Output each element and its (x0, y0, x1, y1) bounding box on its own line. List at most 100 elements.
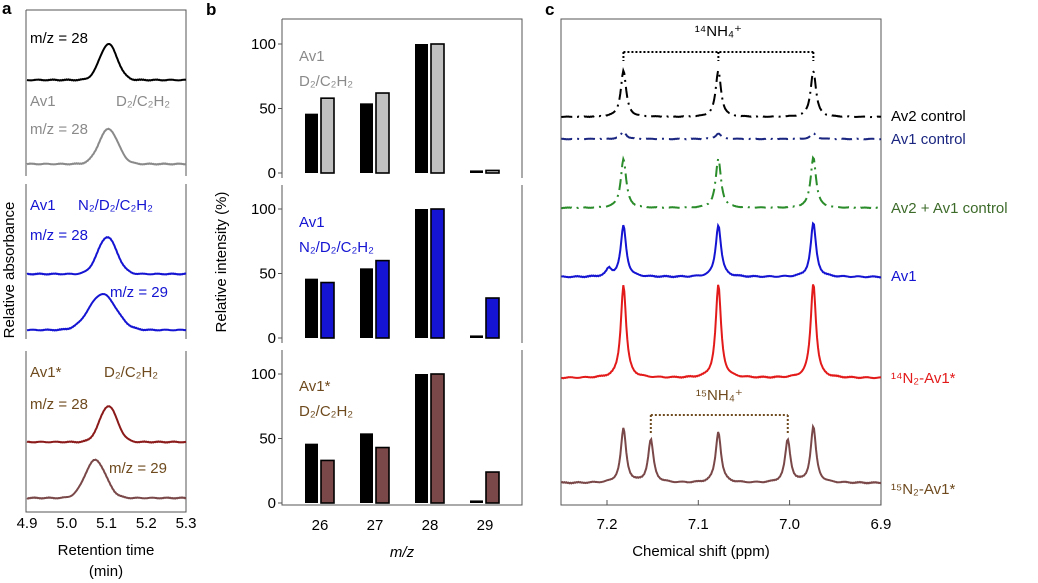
chromatogram-trace (26, 405, 187, 444)
chromatogram-trace (26, 458, 187, 500)
panel-b-marks: 0 50 100 Av1 D₂/C₂H₂ 0 50 100 Av1 N₂/D₂/C₂H₂ 0 50 10… (251, 36, 500, 534)
bar-reference (305, 278, 318, 338)
bar-reference (415, 44, 428, 173)
y-tick-label: 100 (251, 366, 276, 383)
panel-c-marks: Av2 control Av1 control Av2 + Av1 control A… (560, 23, 1008, 533)
spectrum-label: Av2 control (891, 108, 966, 125)
panel-c-frame (560, 18, 882, 506)
peak-annotation-label: ¹⁵NH₄⁺ (696, 387, 743, 404)
bar-reference (470, 335, 483, 338)
x-tick-label: 26 (312, 517, 329, 534)
y-tick-label: 0 (268, 330, 276, 347)
bar-reference (415, 374, 428, 503)
y-tick-label: 50 (259, 266, 276, 283)
peak-bracket (622, 51, 815, 61)
y-tick-label: 100 (251, 201, 276, 218)
bar-sample (320, 459, 335, 504)
panel-a-traces: m/z = 28 m/z = 28 m/z = 28 m/z = 29 m/z = 28… (26, 30, 187, 500)
bar-reference (470, 170, 483, 173)
bar-sample (430, 373, 445, 504)
subpanel-condition: D₂/C₂H₂ (299, 73, 353, 90)
panel-a-x-ticks: 4.9 5.0 5.1 5.2 5.3 (17, 515, 197, 532)
trace-mz-label: m/z = 29 (110, 284, 168, 301)
x-tick-label: 5.3 (176, 515, 197, 532)
bar-reference (305, 443, 318, 503)
nmr-spectrum-trace (561, 284, 881, 380)
panel-c-x-axis-label: Chemical shift (ppm) (632, 543, 770, 560)
spectrum-label: ¹⁴N₂-Av1* (891, 370, 956, 387)
panel-b-y-axis-label: Relative intensity (%) (213, 192, 230, 333)
panel-a-group-label: Av1 (30, 93, 56, 110)
x-tick-label: 6.9 (870, 516, 891, 533)
bar-sample (375, 92, 390, 174)
panel-a-frame (25, 9, 187, 513)
y-tick-label: 50 (259, 431, 276, 448)
bar-sample (485, 471, 500, 504)
panel-letter-a: a (2, 0, 12, 18)
x-tick-label: 5.0 (56, 515, 77, 532)
nmr-spectrum-trace (561, 155, 882, 210)
trace-mz-label: m/z = 28 (30, 227, 88, 244)
bar-sample (430, 43, 445, 174)
bar-sample (485, 169, 500, 174)
panel-a-group-condition: D₂/C₂H₂ (104, 364, 158, 381)
trace-mz-label: m/z = 29 (109, 460, 167, 477)
panel-b-bar-chart: Relative intensity (%) m/z 0 50 100 Av1 D₂/C… (213, 18, 523, 561)
bar-sample (430, 208, 445, 339)
y-tick-label: 0 (268, 165, 276, 182)
bar-sample (485, 297, 500, 339)
x-tick-label: 5.1 (96, 515, 117, 532)
chromatogram-trace (26, 43, 187, 82)
bar-sample (320, 97, 335, 174)
panel-a-y-axis-label: Relative absorbance (1, 202, 18, 339)
trace-mz-label: m/z = 28 (30, 30, 88, 47)
panel-b-x-axis-label: m/z (390, 544, 415, 561)
chromatogram-trace (26, 236, 187, 276)
peak-annotation-label: ¹⁴NH₄⁺ (695, 23, 742, 40)
bar-sample (375, 259, 390, 339)
spectrum-label: Av1 control (891, 131, 966, 148)
panel-a-group-label: Av1* (30, 364, 62, 381)
chromatogram-trace (26, 292, 187, 332)
x-tick-label: 27 (367, 517, 384, 534)
subpanel-condition: D₂/C₂H₂ (299, 403, 353, 420)
subpanel-label: Av1 (299, 48, 325, 65)
x-tick-label: 28 (422, 517, 439, 534)
bar-reference (360, 103, 373, 173)
bar-reference (305, 113, 318, 173)
y-tick-label: 50 (259, 101, 276, 118)
panel-a-group-condition: N₂/D₂/C₂H₂ (78, 197, 153, 214)
subpanel-condition: N₂/D₂/C₂H₂ (299, 239, 374, 256)
y-tick-label: 0 (268, 495, 276, 512)
panel-letter-c: c (545, 0, 554, 19)
panel-a-group-condition: D₂/C₂H₂ (116, 93, 170, 110)
panel-a-x-axis-unit: (min) (89, 563, 123, 580)
panel-a-chromatograms: Relative absorbance Retention time (min)… (1, 9, 197, 580)
panel-c-nmr-spectra: Chemical shift (ppm) Av2 control Av1 cont… (560, 18, 1008, 560)
spectrum-label: ¹⁵N₂-Av1* (891, 481, 955, 498)
x-tick-label: 29 (477, 517, 494, 534)
y-tick-label: 100 (251, 36, 276, 53)
subpanel-label: Av1 (299, 214, 325, 231)
panel-a-group-label: Av1 (30, 197, 56, 214)
spectrum-label: Av1 (891, 268, 917, 285)
subpanel-label: Av1* (299, 378, 331, 395)
bar-reference (360, 268, 373, 338)
x-tick-label: 5.2 (136, 515, 157, 532)
x-tick-label: 7.0 (779, 516, 800, 533)
bar-reference (360, 433, 373, 503)
bar-reference (415, 209, 428, 338)
bar-reference (470, 500, 483, 503)
x-tick-label: 7.2 (597, 516, 618, 533)
chromatogram-trace (26, 127, 187, 166)
x-tick-label: 4.9 (17, 515, 38, 532)
x-tick-label: 7.1 (688, 516, 709, 533)
trace-mz-label: m/z = 28 (30, 121, 88, 138)
panel-a-x-axis-label: Retention time (58, 542, 155, 559)
panel-b-frame (281, 18, 523, 506)
nmr-spectrum-trace (561, 66, 882, 119)
spectrum-label: Av2 + Av1 control (891, 200, 1008, 217)
peak-bracket (649, 414, 789, 434)
